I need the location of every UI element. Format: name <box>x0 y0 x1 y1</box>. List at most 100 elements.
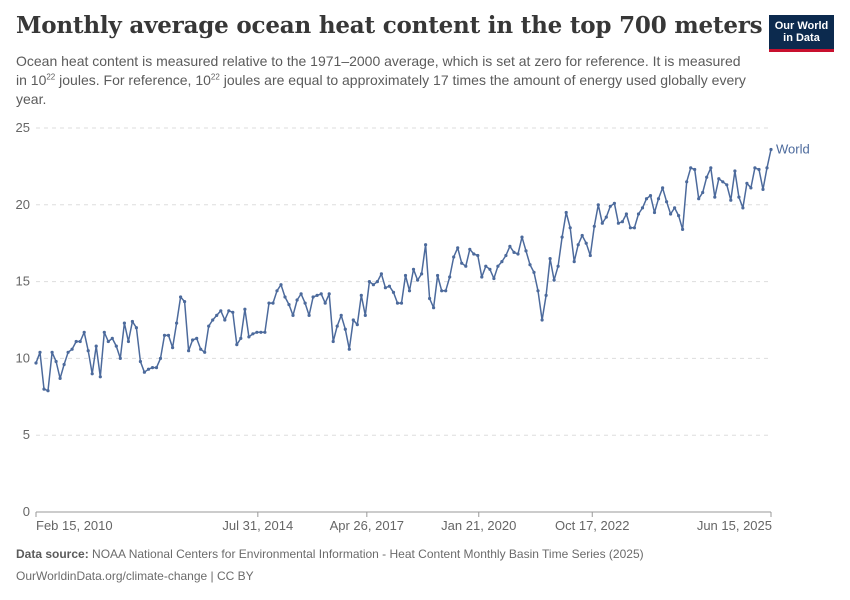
data-point[interactable] <box>508 244 512 248</box>
data-point[interactable] <box>299 292 303 296</box>
data-point[interactable] <box>709 166 713 170</box>
data-point[interactable] <box>166 333 171 337</box>
data-point[interactable] <box>456 246 460 250</box>
data-point[interactable] <box>745 181 749 185</box>
data-point[interactable] <box>263 330 267 334</box>
data-point[interactable] <box>42 387 46 391</box>
data-point[interactable] <box>207 324 211 328</box>
data-point[interactable] <box>512 250 516 254</box>
data-point[interactable] <box>600 221 604 225</box>
data-point[interactable] <box>540 318 544 322</box>
data-point[interactable] <box>142 370 146 374</box>
data-point[interactable] <box>231 310 235 314</box>
data-point[interactable] <box>251 332 255 336</box>
data-point[interactable] <box>383 286 387 290</box>
data-point[interactable] <box>552 278 556 282</box>
data-point[interactable] <box>355 323 359 327</box>
data-point[interactable] <box>122 321 126 325</box>
data-point[interactable] <box>685 180 689 184</box>
data-point[interactable] <box>215 313 219 317</box>
data-point[interactable] <box>480 275 484 279</box>
series-line-world[interactable] <box>35 149 772 392</box>
data-point[interactable] <box>291 313 295 317</box>
data-point[interactable] <box>86 349 90 353</box>
data-point[interactable] <box>729 198 733 202</box>
data-point[interactable] <box>761 187 765 191</box>
data-point[interactable] <box>379 272 383 276</box>
data-point[interactable] <box>568 226 572 230</box>
data-point[interactable] <box>351 318 355 322</box>
data-point[interactable] <box>203 350 207 354</box>
data-point[interactable] <box>464 264 468 268</box>
data-point[interactable] <box>34 361 38 365</box>
data-point[interactable] <box>255 330 259 334</box>
data-point[interactable] <box>223 318 227 322</box>
data-point[interactable] <box>74 339 78 344</box>
data-point[interactable] <box>347 347 351 351</box>
data-point[interactable] <box>588 253 592 258</box>
data-point[interactable] <box>267 301 271 305</box>
data-point[interactable] <box>199 347 203 351</box>
data-point[interactable] <box>472 252 476 256</box>
data-point[interactable] <box>247 335 251 339</box>
data-point[interactable] <box>488 267 492 271</box>
data-point[interactable] <box>733 169 737 173</box>
data-point[interactable] <box>110 336 114 340</box>
data-point[interactable] <box>560 235 564 239</box>
data-point[interactable] <box>82 330 86 334</box>
data-point[interactable] <box>612 201 617 205</box>
data-point[interactable] <box>259 330 263 334</box>
data-point[interactable] <box>279 283 283 287</box>
data-point[interactable] <box>175 321 179 325</box>
data-point[interactable] <box>275 289 279 293</box>
data-point[interactable] <box>102 330 106 334</box>
data-point[interactable] <box>677 214 681 218</box>
data-point[interactable] <box>424 243 428 247</box>
data-point[interactable] <box>669 212 673 216</box>
data-point[interactable] <box>721 180 725 184</box>
data-point[interactable] <box>572 260 576 264</box>
data-point[interactable] <box>548 257 552 261</box>
data-point[interactable] <box>78 339 82 344</box>
data-point[interactable] <box>673 206 677 210</box>
data-point[interactable] <box>753 166 757 170</box>
data-point[interactable] <box>126 339 130 344</box>
data-point[interactable] <box>335 324 339 328</box>
data-point[interactable] <box>757 167 761 172</box>
data-point[interactable] <box>632 226 637 230</box>
data-point[interactable] <box>227 309 231 313</box>
data-point[interactable] <box>219 309 223 313</box>
data-point[interactable] <box>741 206 745 210</box>
data-point[interactable] <box>765 166 769 170</box>
data-point[interactable] <box>399 301 404 305</box>
data-point[interactable] <box>387 284 391 288</box>
data-point[interactable] <box>46 389 50 393</box>
data-point[interactable] <box>492 276 496 281</box>
data-point[interactable] <box>520 235 524 239</box>
data-point[interactable] <box>496 264 500 268</box>
data-point[interactable] <box>436 273 440 278</box>
data-point[interactable] <box>371 283 375 287</box>
data-point[interactable] <box>367 280 371 284</box>
data-point[interactable] <box>697 197 701 201</box>
data-point[interactable] <box>339 313 343 317</box>
data-point[interactable] <box>592 224 596 228</box>
data-point[interactable] <box>134 326 138 330</box>
data-point[interactable] <box>183 300 187 304</box>
data-point[interactable] <box>50 350 54 354</box>
data-point[interactable] <box>319 292 323 296</box>
data-point[interactable] <box>444 289 448 293</box>
data-point[interactable] <box>628 226 633 230</box>
data-point[interactable] <box>648 194 653 198</box>
data-point[interactable] <box>239 336 243 340</box>
data-point[interactable] <box>130 319 134 324</box>
data-point[interactable] <box>665 200 669 204</box>
data-point[interactable] <box>608 204 612 208</box>
owid-logo[interactable]: Our World in Data <box>769 15 834 52</box>
data-point[interactable] <box>624 212 629 216</box>
data-point[interactable] <box>416 278 420 282</box>
data-point[interactable] <box>171 346 175 350</box>
data-point[interactable] <box>580 233 584 238</box>
data-point[interactable] <box>114 344 118 348</box>
data-point[interactable] <box>106 339 110 344</box>
